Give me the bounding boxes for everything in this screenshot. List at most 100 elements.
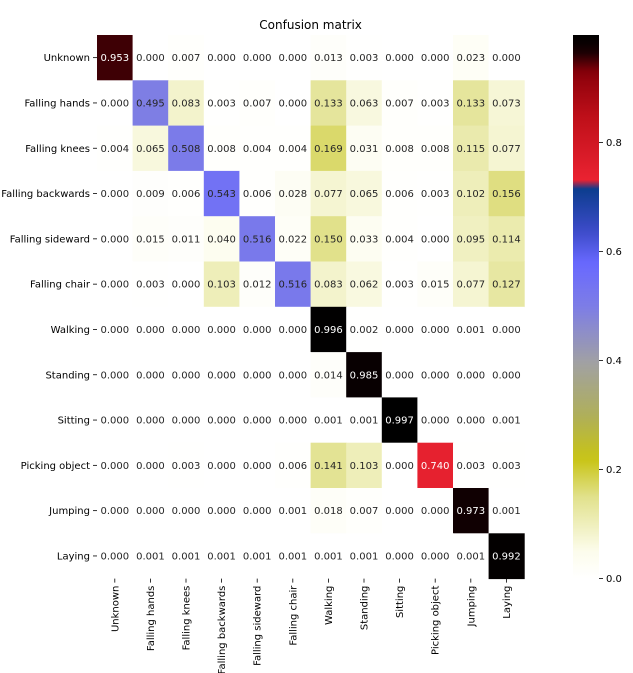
- heatmap-cell: [346, 80, 383, 127]
- cell-value-label: 0.000: [278, 53, 307, 64]
- heatmap-cell: [168, 80, 205, 127]
- heatmap-cell: [488, 216, 525, 262]
- cell-value-label: 0.133: [314, 98, 343, 109]
- heatmap-cell: [239, 261, 276, 308]
- heatmap-cell: [275, 125, 312, 172]
- heatmap-cell: [239, 170, 276, 217]
- cell-value-label: 0.740: [421, 461, 450, 472]
- cell-value-label: 0.009: [136, 189, 165, 200]
- heatmap-cell: [310, 170, 347, 217]
- heatmap-cell: [97, 488, 134, 534]
- cell-value-label: 0.000: [492, 53, 521, 64]
- heatmap-cell: [275, 442, 312, 489]
- heatmap-cell: [97, 261, 134, 308]
- heatmap-cell: [346, 261, 383, 308]
- cell-value-label: 0.007: [350, 506, 379, 517]
- cell-value-label: 0.000: [100, 325, 129, 336]
- heatmap-cell: [203, 352, 240, 398]
- cell-value-label: 0.000: [421, 506, 450, 517]
- cell-value-label: 0.000: [100, 461, 129, 472]
- row-label: Picking object: [21, 461, 90, 472]
- row-label: Unknown: [44, 53, 90, 64]
- cell-value-label: 0.000: [172, 506, 201, 517]
- heatmap-cell: [453, 261, 490, 308]
- row-label: Falling hands: [24, 98, 90, 109]
- cell-value-label: 0.063: [350, 98, 379, 109]
- row-label: Walking: [51, 325, 90, 336]
- cell-value-label: 0.018: [314, 506, 343, 517]
- heatmap-cell: [381, 397, 418, 444]
- cell-value-label: 0.003: [172, 461, 201, 472]
- heatmap-cell: [97, 170, 134, 217]
- heatmap-cell: [97, 397, 134, 444]
- cell-value-label: 0.141: [314, 461, 343, 472]
- column-label: Falling hands: [146, 586, 157, 652]
- cell-value-label: 0.006: [385, 189, 414, 200]
- column-label: Falling sideward: [253, 586, 264, 666]
- cell-value-label: 0.000: [100, 234, 129, 245]
- heatmap-cell: [239, 35, 276, 81]
- heatmap-cell: [239, 397, 276, 444]
- cell-value-label: 0.003: [456, 461, 485, 472]
- heatmap-cell: [239, 352, 276, 398]
- cell-value-label: 0.073: [492, 98, 521, 109]
- heatmap-cell: [132, 261, 169, 308]
- heatmap-cell: [346, 397, 383, 444]
- heatmap-cell: [203, 397, 240, 444]
- cell-value-label: 0.992: [492, 551, 521, 562]
- heatmap-cell: [381, 442, 418, 489]
- cell-value-label: 0.008: [207, 144, 236, 155]
- cell-value-label: 0.000: [207, 416, 236, 427]
- cell-value-label: 0.000: [492, 370, 521, 381]
- heatmap-cell: [381, 216, 418, 262]
- cell-value-label: 0.000: [100, 98, 129, 109]
- cell-value-label: 0.013: [314, 53, 343, 64]
- cell-value-label: 0.516: [278, 280, 307, 291]
- heatmap-cell: [310, 533, 347, 580]
- cell-value-label: 0.008: [421, 144, 450, 155]
- heatmap-cell: [168, 306, 205, 353]
- cell-value-label: 0.000: [100, 416, 129, 427]
- heatmap-cell: [168, 488, 205, 534]
- heatmap-cell: [132, 397, 169, 444]
- heatmap-cell: [417, 488, 454, 534]
- cell-value-label: 0.000: [278, 416, 307, 427]
- heatmap-cell: [97, 216, 134, 262]
- cell-value-label: 0.114: [492, 234, 521, 245]
- heatmap-cell: [381, 125, 418, 172]
- cell-value-label: 0.012: [243, 280, 272, 291]
- column-labels: Unknown Falling hands Falling knees Falling…: [110, 578, 513, 673]
- cell-value-label: 0.000: [100, 189, 129, 200]
- heatmap-cell: [275, 80, 312, 127]
- heatmap-cells: 0.953 0.000 0.007 0.000 0.000 0.000 0.013 0.003…: [97, 35, 525, 580]
- heatmap-cell: [168, 397, 205, 444]
- row-label: Falling backwards: [1, 189, 90, 200]
- colorbar-tick-label: 0.8: [606, 138, 622, 149]
- cell-value-label: 0.508: [172, 144, 201, 155]
- heatmap-cell: [453, 352, 490, 398]
- heatmap-cell: [453, 306, 490, 353]
- cell-value-label: 0.000: [100, 280, 129, 291]
- cell-value-label: 0.000: [136, 506, 165, 517]
- cell-value-label: 0.000: [243, 53, 272, 64]
- heatmap-cell: [203, 216, 240, 262]
- cell-value-label: 0.000: [172, 325, 201, 336]
- cell-value-label: 0.002: [350, 325, 379, 336]
- row-label: Falling knees: [25, 144, 90, 155]
- cell-value-label: 0.000: [421, 325, 450, 336]
- cell-value-label: 0.001: [243, 551, 272, 562]
- heatmap-cell: [97, 306, 134, 353]
- cell-value-label: 0.000: [136, 325, 165, 336]
- row-label: Jumping: [48, 506, 90, 517]
- heatmap-cell: [132, 306, 169, 353]
- cell-value-label: 0.004: [278, 144, 307, 155]
- cell-value-label: 0.000: [243, 416, 272, 427]
- cell-value-label: 0.022: [278, 234, 307, 245]
- cell-value-label: 0.023: [456, 53, 485, 64]
- cell-value-label: 0.001: [172, 551, 201, 562]
- heatmap-cell: [310, 35, 347, 81]
- cell-value-label: 0.015: [421, 280, 450, 291]
- cell-value-label: 0.000: [100, 370, 129, 381]
- cell-value-label: 0.000: [136, 416, 165, 427]
- cell-value-label: 0.001: [456, 551, 485, 562]
